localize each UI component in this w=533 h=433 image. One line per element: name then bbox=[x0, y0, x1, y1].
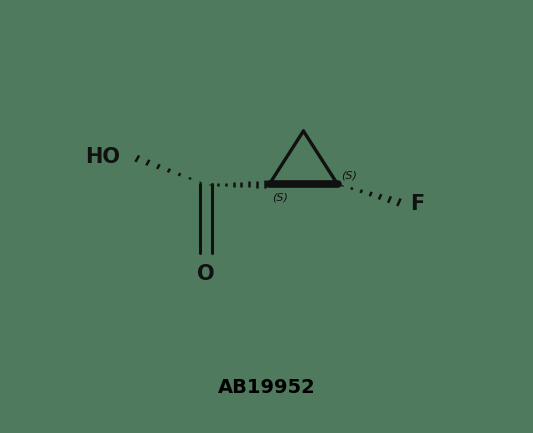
Text: O: O bbox=[197, 264, 215, 284]
Text: (S): (S) bbox=[272, 192, 288, 202]
Text: AB19952: AB19952 bbox=[217, 378, 316, 397]
Text: HO: HO bbox=[85, 147, 120, 167]
Text: F: F bbox=[410, 194, 424, 213]
Text: (S): (S) bbox=[341, 170, 357, 180]
